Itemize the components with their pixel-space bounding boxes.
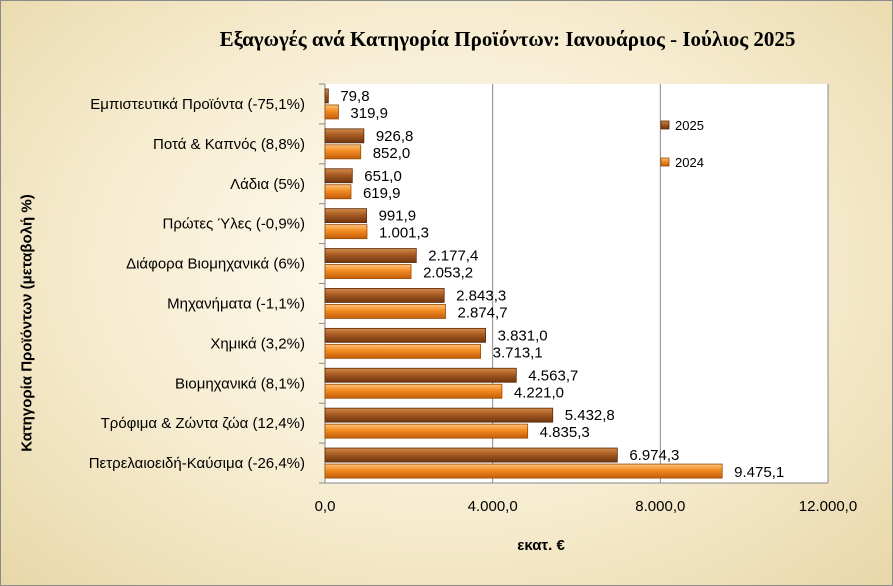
bar-2024	[324, 104, 339, 120]
bar-2024	[324, 423, 529, 439]
legend-label: 2025	[675, 118, 704, 133]
bar-2024	[324, 184, 352, 200]
bar-2025	[324, 248, 417, 263]
data-label-2024: 2.874,7	[457, 304, 507, 321]
data-label-2025: 2.177,4	[428, 248, 478, 265]
x-tick-label: 12.000,0	[799, 498, 857, 515]
bar-2025	[324, 367, 517, 383]
x-tick-label: 0,0	[315, 498, 336, 515]
bar-2024	[324, 224, 368, 240]
legend-swatch	[660, 157, 670, 167]
data-label-2025: 79,8	[340, 88, 369, 105]
bar-2024	[324, 144, 362, 160]
data-label-2025: 5.432,8	[565, 407, 615, 424]
category-label: Βιομηχανικά (8,1%)	[175, 375, 305, 392]
bar-2025	[324, 128, 365, 144]
data-label-2025: 651,0	[364, 168, 402, 185]
data-label-2024: 619,9	[363, 185, 401, 202]
x-axis-title: εκατ. €	[517, 537, 565, 554]
data-label-2024: 3.713,1	[493, 344, 543, 361]
legend-label: 2024	[675, 155, 704, 170]
bar-2025	[324, 168, 353, 184]
category-label: Τρόφιμα & Ζώντα ζώα (12,4%)	[101, 415, 305, 432]
category-label: Πρώτες Ύλες (-0,9%)	[163, 216, 305, 233]
data-label-2024: 2.053,2	[423, 265, 473, 282]
data-label-2024: 319,9	[350, 105, 388, 122]
category-label: Εμπιστευτικά Προϊόντα (-75,1%)	[90, 96, 305, 113]
data-label-2025: 2.843,3	[456, 287, 506, 304]
x-tick-label: 4.000,0	[468, 498, 518, 515]
data-label-2025: 4.563,7	[528, 367, 578, 384]
bar-2025	[324, 88, 329, 104]
data-label-2024: 9.475,1	[734, 464, 784, 481]
data-label-2025: 6.974,3	[629, 447, 679, 464]
category-label: Διάφορα Βιομηχανικά (6%)	[126, 256, 305, 273]
bar-2024	[324, 463, 723, 479]
category-label: Χημικά (3,2%)	[210, 335, 305, 352]
category-label: Λάδια (5%)	[230, 176, 305, 193]
category-label: Πετρελαιοειδή-Καύσιμα (-26,4%)	[89, 455, 305, 472]
bar-2024	[324, 383, 503, 399]
bar-2024	[324, 304, 446, 319]
chart-title: Εξαγωγές ανά Κατηγορία Προϊόντων: Ιανουά…	[219, 27, 796, 51]
legend-swatch	[660, 120, 670, 130]
data-label-2024: 4.221,0	[514, 384, 564, 401]
bar-2024	[324, 343, 482, 359]
data-label-2025: 991,9	[379, 208, 417, 225]
bar-2025	[324, 208, 367, 224]
bar-2025	[324, 447, 618, 463]
bar-2025	[324, 327, 486, 343]
data-label-2024: 4.835,3	[540, 424, 590, 441]
bar-2025	[324, 407, 554, 423]
category-label: Μηχανήματα (-1,1%)	[167, 295, 305, 312]
category-label: Ποτά & Καπνός (8,8%)	[153, 136, 305, 153]
data-label-2024: 852,0	[373, 145, 411, 162]
data-label-2025: 926,8	[376, 128, 414, 145]
data-label-2025: 3.831,0	[498, 327, 548, 344]
bar-2024	[324, 264, 412, 279]
x-tick-label: 8.000,0	[635, 498, 685, 515]
data-label-2024: 1.001,3	[379, 225, 429, 242]
bar-2025	[324, 288, 445, 303]
